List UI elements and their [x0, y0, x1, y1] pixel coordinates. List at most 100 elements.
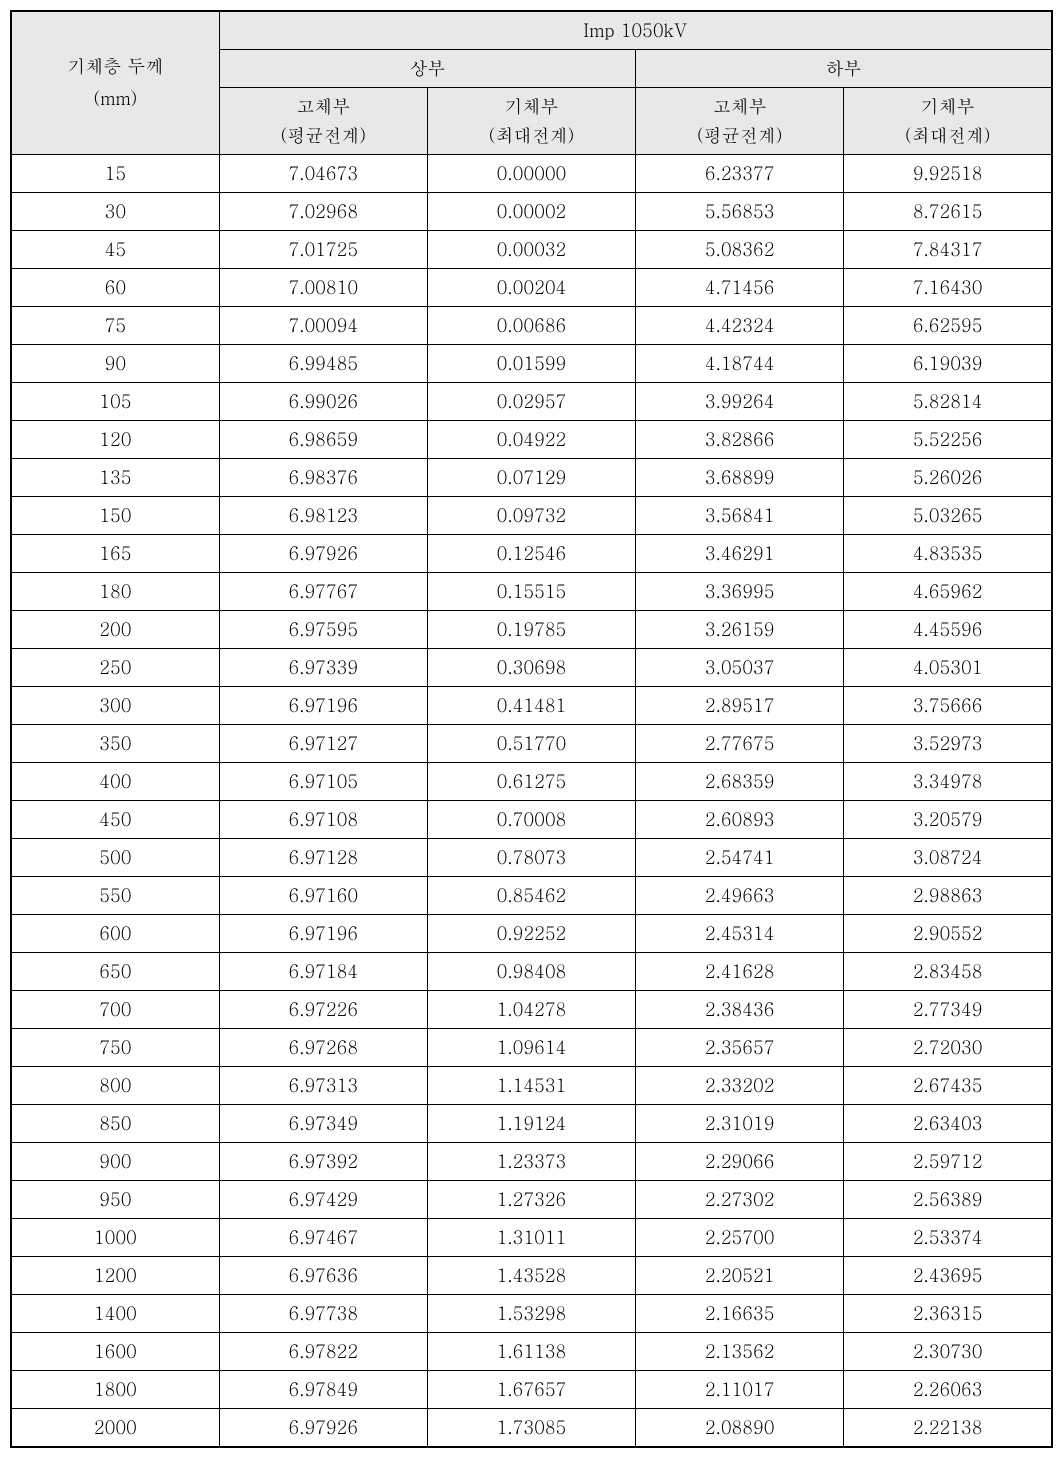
table-cell: 450: [11, 801, 219, 839]
table-cell: 3.52973: [844, 725, 1052, 763]
table-cell: 4.05301: [844, 649, 1052, 687]
table-cell: 2.49663: [636, 877, 844, 915]
table-cell: 0.61275: [427, 763, 635, 801]
table-cell: 75: [11, 307, 219, 345]
table-cell: 500: [11, 839, 219, 877]
table-row: 5006.971280.780732.547413.08724: [11, 839, 1052, 877]
table-cell: 2.89517: [636, 687, 844, 725]
table-cell: 1.23373: [427, 1143, 635, 1181]
table-cell: 2.77675: [636, 725, 844, 763]
table-cell: 2.13562: [636, 1333, 844, 1371]
table-cell: 7.00094: [219, 307, 427, 345]
table-cell: 0.00000: [427, 155, 635, 193]
table-cell: 2.27302: [636, 1181, 844, 1219]
table-cell: 0.12546: [427, 535, 635, 573]
table-cell: 2.22138: [844, 1409, 1052, 1448]
table-cell: 3.05037: [636, 649, 844, 687]
group-lower: 하부: [636, 50, 1052, 88]
table-cell: 3.68899: [636, 459, 844, 497]
table-row: 3006.971960.414812.895173.75666: [11, 687, 1052, 725]
table-row: 6506.971840.984082.416282.83458: [11, 953, 1052, 991]
table-cell: 5.52256: [844, 421, 1052, 459]
upper-solid-label-2: (평균전계): [219, 121, 427, 155]
table-cell: 2.45314: [636, 915, 844, 953]
table-cell: 0.92252: [427, 915, 635, 953]
table-cell: 0.00204: [427, 269, 635, 307]
table-row: 7506.972681.096142.356572.72030: [11, 1029, 1052, 1067]
table-cell: 7.16430: [844, 269, 1052, 307]
table-cell: 1200: [11, 1257, 219, 1295]
table-cell: 300: [11, 687, 219, 725]
table-cell: 3.20579: [844, 801, 1052, 839]
table-cell: 6.97313: [219, 1067, 427, 1105]
table-cell: 6.97429: [219, 1181, 427, 1219]
table-cell: 0.30698: [427, 649, 635, 687]
table-cell: 350: [11, 725, 219, 763]
table-cell: 6.97268: [219, 1029, 427, 1067]
table-cell: 165: [11, 535, 219, 573]
table-body: 157.046730.000006.233779.92518307.029680…: [11, 155, 1052, 1448]
table-row: 16006.978221.611382.135622.30730: [11, 1333, 1052, 1371]
table-cell: 4.83535: [844, 535, 1052, 573]
table-cell: 2.29066: [636, 1143, 844, 1181]
table-cell: 6.97108: [219, 801, 427, 839]
upper-gas-label-2: (최대전계): [427, 121, 635, 155]
table-cell: 4.45596: [844, 611, 1052, 649]
table-cell: 1.73085: [427, 1409, 635, 1448]
table-cell: 6.97196: [219, 915, 427, 953]
table-row: 457.017250.000325.083627.84317: [11, 231, 1052, 269]
table-cell: 2.90552: [844, 915, 1052, 953]
table-cell: 6.97127: [219, 725, 427, 763]
lower-gas-label-1: 기체부: [844, 88, 1052, 122]
table-cell: 3.99264: [636, 383, 844, 421]
table-row: 5506.971600.854622.496632.98863: [11, 877, 1052, 915]
table-cell: 900: [11, 1143, 219, 1181]
table-cell: 1.19124: [427, 1105, 635, 1143]
table-row: 10006.974671.310112.257002.53374: [11, 1219, 1052, 1257]
table-cell: 4.71456: [636, 269, 844, 307]
table-cell: 2.63403: [844, 1105, 1052, 1143]
table-row: 9506.974291.273262.273022.56389: [11, 1181, 1052, 1219]
table-cell: 3.26159: [636, 611, 844, 649]
table-cell: 850: [11, 1105, 219, 1143]
table-cell: 7.02968: [219, 193, 427, 231]
table-cell: 5.03265: [844, 497, 1052, 535]
table-cell: 0.19785: [427, 611, 635, 649]
table-cell: 650: [11, 953, 219, 991]
table-cell: 0.04922: [427, 421, 635, 459]
table-cell: 9.92518: [844, 155, 1052, 193]
table-cell: 200: [11, 611, 219, 649]
table-cell: 2.33202: [636, 1067, 844, 1105]
table-cell: 0.09732: [427, 497, 635, 535]
table-row: 1206.986590.049223.828665.52256: [11, 421, 1052, 459]
table-cell: 2.98863: [844, 877, 1052, 915]
table-cell: 750: [11, 1029, 219, 1067]
table-cell: 3.56841: [636, 497, 844, 535]
table-cell: 6.97184: [219, 953, 427, 991]
table-row: 14006.977381.532982.166352.36315: [11, 1295, 1052, 1333]
table-header: 기체층 두께 (mm) Imp 1050kV 상부 하부 고체부 기체부 고체부…: [11, 11, 1052, 155]
table-cell: 0.15515: [427, 573, 635, 611]
table-cell: 1000: [11, 1219, 219, 1257]
table-cell: 6.97392: [219, 1143, 427, 1181]
table-cell: 2.16635: [636, 1295, 844, 1333]
table-cell: 3.75666: [844, 687, 1052, 725]
table-cell: 3.34978: [844, 763, 1052, 801]
table-cell: 30: [11, 193, 219, 231]
table-row: 2006.975950.197853.261594.45596: [11, 611, 1052, 649]
table-cell: 8.72615: [844, 193, 1052, 231]
table-cell: 6.97349: [219, 1105, 427, 1143]
lower-solid-label-2: (평균전계): [636, 121, 844, 155]
table-cell: 3.08724: [844, 839, 1052, 877]
table-cell: 6.98376: [219, 459, 427, 497]
table-cell: 6.97595: [219, 611, 427, 649]
table-cell: 90: [11, 345, 219, 383]
table-cell: 6.98123: [219, 497, 427, 535]
table-cell: 0.00032: [427, 231, 635, 269]
table-row: 18006.978491.676572.110172.26063: [11, 1371, 1052, 1409]
table-cell: 6.97926: [219, 1409, 427, 1448]
table-row: 157.046730.000006.233779.92518: [11, 155, 1052, 193]
table-cell: 105: [11, 383, 219, 421]
row-header-label: 기체층 두께 (mm): [11, 11, 219, 155]
table-cell: 6.23377: [636, 155, 844, 193]
